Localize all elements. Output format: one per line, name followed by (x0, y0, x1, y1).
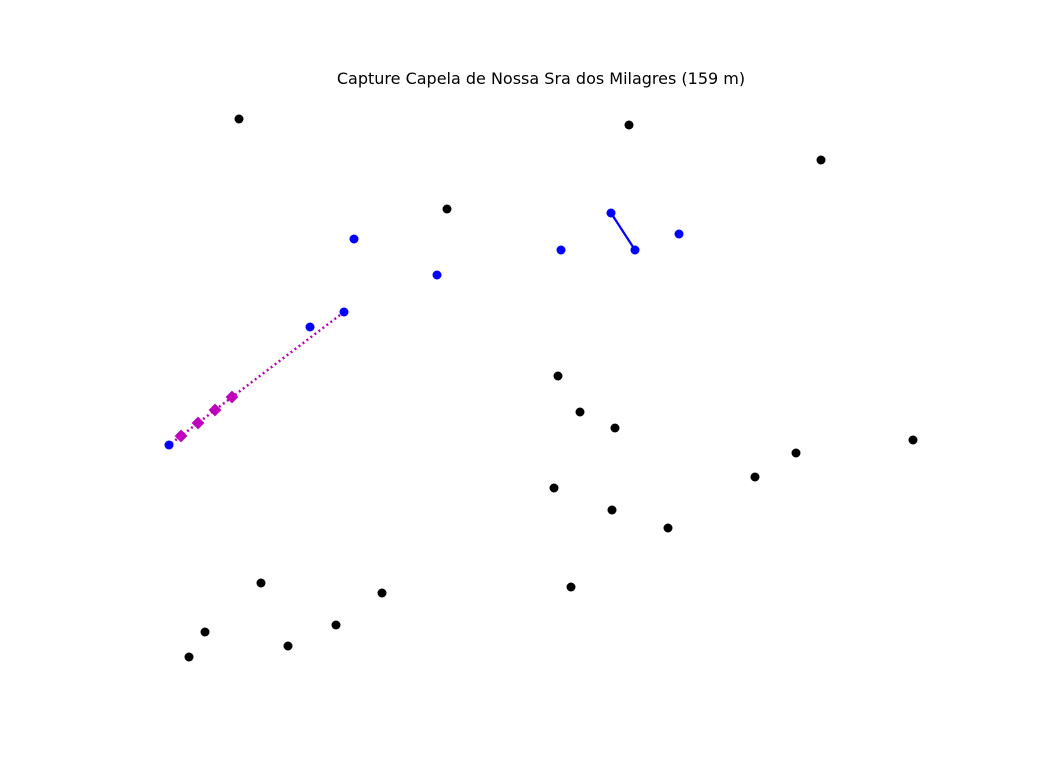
owned-node[interactable] (630, 245, 640, 255)
neutral-node[interactable] (283, 641, 293, 651)
owned-node[interactable] (432, 270, 442, 280)
owned-node[interactable] (164, 440, 174, 450)
neutral-node[interactable] (377, 588, 387, 598)
owned-node[interactable] (674, 229, 684, 239)
chart-title: Capture Capela de Nossa Sra dos Milagres… (337, 69, 745, 88)
links-layer (610, 212, 636, 251)
neutral-node[interactable] (553, 371, 563, 381)
neutral-node[interactable] (234, 114, 244, 124)
neutral-node[interactable] (184, 652, 194, 662)
neutral-node[interactable] (663, 523, 673, 533)
neutral-node[interactable] (750, 472, 760, 482)
capture-route-line (168, 311, 345, 446)
nodes-layer (164, 114, 918, 662)
neutral-node[interactable] (610, 423, 620, 433)
owned-link-line (610, 212, 636, 251)
neutral-node[interactable] (575, 407, 585, 417)
route-step-marker (208, 403, 222, 417)
neutral-node[interactable] (607, 505, 617, 515)
neutral-node[interactable] (791, 448, 801, 458)
neutral-node[interactable] (908, 435, 918, 445)
neutral-node[interactable] (549, 483, 559, 493)
route-step-marker (191, 416, 205, 430)
neutral-node[interactable] (442, 204, 452, 214)
neutral-node[interactable] (200, 627, 210, 637)
owned-node[interactable] (305, 322, 315, 332)
capture-route-layer (168, 311, 345, 446)
neutral-node[interactable] (331, 620, 341, 630)
neutral-node[interactable] (256, 578, 266, 588)
owned-node[interactable] (339, 307, 349, 317)
neutral-node[interactable] (816, 155, 826, 165)
route-step-marker (174, 429, 188, 443)
owned-node[interactable] (556, 245, 566, 255)
neutral-node[interactable] (624, 120, 634, 130)
owned-node[interactable] (606, 208, 616, 218)
owned-node[interactable] (349, 234, 359, 244)
neutral-node[interactable] (566, 582, 576, 592)
route-step-marker (225, 390, 239, 404)
